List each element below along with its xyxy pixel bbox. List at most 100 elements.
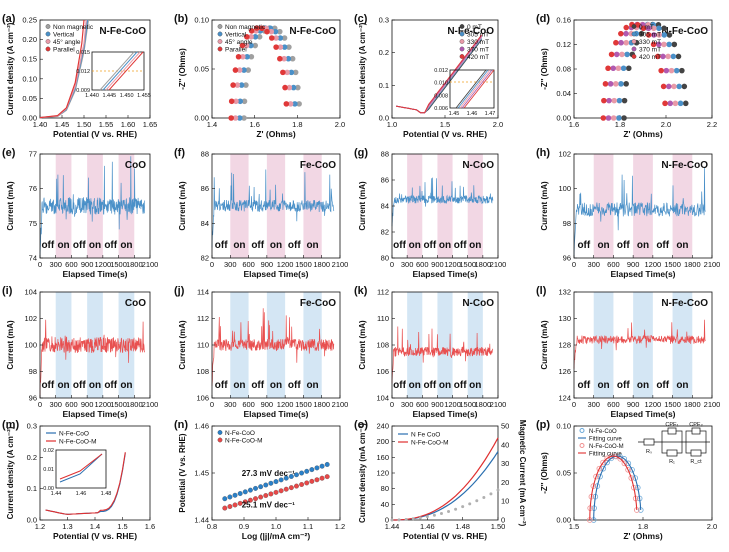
x-tick-label: 1.0 xyxy=(271,522,281,531)
data-point xyxy=(682,100,689,107)
panel-o: 1.44 1.46 1.48 1.5004080120160200240Potenti… xyxy=(354,419,527,541)
legend-marker xyxy=(631,31,637,37)
y-tick-label: 106 xyxy=(196,394,209,403)
y-tick-label: 40 xyxy=(381,500,389,509)
x-tick-label: 300 xyxy=(224,260,237,269)
inset-series xyxy=(457,69,489,109)
current-trace xyxy=(39,319,146,399)
y-tick-label: 124 xyxy=(558,394,571,403)
y-tick-label: 86 xyxy=(381,176,389,185)
data-point xyxy=(602,81,609,87)
legend-marker xyxy=(459,31,465,37)
state-label: on xyxy=(469,380,481,391)
state-label: on xyxy=(597,240,609,251)
data-point xyxy=(623,39,630,46)
tafel-point xyxy=(324,462,330,467)
x-tick-label: 2100 xyxy=(490,400,507,409)
y-tick-label: 0 xyxy=(385,516,389,525)
tafel-point xyxy=(247,487,253,493)
data-point xyxy=(596,465,603,472)
legend-marker xyxy=(459,39,465,44)
data-point xyxy=(604,455,611,462)
panel-label: (a) xyxy=(2,13,16,25)
y2-tick-label: 50 xyxy=(501,422,509,431)
data-point xyxy=(672,100,679,107)
x-tick-label: 2100 xyxy=(704,400,721,409)
data-point xyxy=(676,83,682,90)
tafel-point xyxy=(253,485,258,491)
cpe-element xyxy=(667,427,677,435)
x-tick-label: 1200 xyxy=(95,400,112,409)
inset-x-tick: 1.46 xyxy=(76,491,87,497)
x-tick-label: 1.0 xyxy=(387,120,397,129)
data-point xyxy=(623,24,630,31)
on-region xyxy=(593,292,614,398)
y-tick-label: 120 xyxy=(376,469,389,478)
state-label: on xyxy=(409,380,421,391)
state-label: on xyxy=(270,380,282,391)
data-point xyxy=(640,25,647,32)
state-label: off xyxy=(104,240,117,251)
x-tick-label: 1200 xyxy=(95,260,112,269)
data-point xyxy=(618,81,624,87)
y-tick-label: 102 xyxy=(558,150,571,159)
tafel-point xyxy=(273,489,279,495)
x-axis-label: Potential (V vs. RHE) xyxy=(403,531,487,541)
y-axis-label: Current (mA) xyxy=(178,181,187,231)
x-tick-label: 2.0 xyxy=(661,120,671,129)
state-label: on xyxy=(306,380,318,391)
x-tick-label: 1.45 xyxy=(55,120,70,129)
x-tick-label: 1.5 xyxy=(440,120,450,129)
legend-marker xyxy=(217,437,223,443)
inset-x-tick: 1.45 xyxy=(449,111,460,117)
inset-series xyxy=(59,453,103,483)
data-point xyxy=(665,83,672,90)
state-label: on xyxy=(270,240,282,251)
x-tick-label: 1200 xyxy=(444,260,461,269)
x-tick-label: 1.8 xyxy=(638,522,648,531)
y-tick-label: 0.2 xyxy=(379,48,389,57)
tafel-point xyxy=(263,493,269,498)
x-tick-label: 0 xyxy=(572,260,576,269)
data-point xyxy=(656,25,662,32)
x-tick-label: 0 xyxy=(390,260,394,269)
legend-entry: Vertical xyxy=(225,32,247,39)
state-label: on xyxy=(597,380,609,391)
x-tick-label: 600 xyxy=(242,260,255,269)
x-tick-label: 1200 xyxy=(645,400,662,409)
x-tick-label: 600 xyxy=(416,260,429,269)
state-label: on xyxy=(306,240,318,251)
x-tick-label: 1500 xyxy=(459,260,476,269)
legend-entry: 0 mT xyxy=(639,24,654,31)
y-tick-label: 106 xyxy=(376,367,389,376)
y-tick-label: 0.3 xyxy=(27,422,37,431)
y-tick-label: 1.45 xyxy=(194,469,209,478)
data-point xyxy=(671,41,678,48)
tafel-point xyxy=(324,474,330,480)
data-point xyxy=(593,473,599,480)
x-tick-label: 300 xyxy=(401,400,414,409)
y-tick-label: 132 xyxy=(558,288,571,297)
state-label: on xyxy=(469,240,481,251)
data-point xyxy=(621,460,628,467)
y-axis-label: Current (mA) xyxy=(358,181,367,231)
x-tick-label: 1800 xyxy=(313,260,330,269)
data-point xyxy=(645,32,652,38)
tafel-point xyxy=(227,494,233,500)
panel-title: N-Fe-CoO xyxy=(99,26,146,37)
y-tick-label: 0.10 xyxy=(22,74,37,83)
x-tick-label: 1200 xyxy=(277,400,294,409)
tafel-point xyxy=(258,484,264,490)
panel-title: N-CoO xyxy=(462,160,494,171)
data-point xyxy=(667,100,674,107)
x-axis-label: Elapsed Time(s) xyxy=(610,409,675,419)
y-tick-label: 98 xyxy=(29,367,37,376)
y-tick-label: 0.12 xyxy=(556,40,571,49)
y-axis-label: Current (mA) xyxy=(358,320,367,370)
state-label: off xyxy=(393,380,406,391)
inset-frame xyxy=(55,449,107,489)
x-tick-label: 900 xyxy=(261,260,274,269)
data-point xyxy=(650,41,657,48)
y-tick-label: 0.10 xyxy=(194,16,209,25)
legend-entry: 420 mT xyxy=(467,54,489,61)
